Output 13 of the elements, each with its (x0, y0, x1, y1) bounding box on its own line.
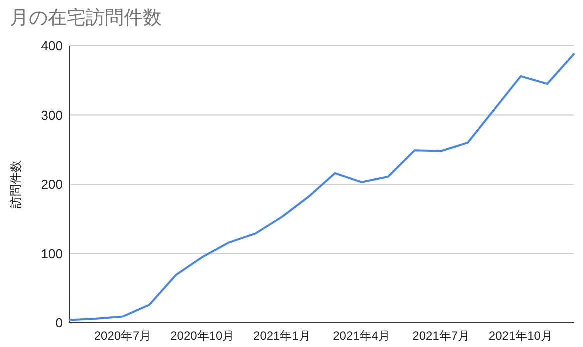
y-axis-title: 訪問件数 (9, 160, 23, 208)
y-tick-label: 200 (41, 177, 63, 192)
x-tick-label: 2021年10月 (488, 329, 553, 343)
y-tick-label: 400 (41, 38, 63, 54)
x-tick-label: 2021年7月 (412, 329, 470, 343)
y-tick-label: 0 (56, 316, 63, 330)
chart-title: 月の在宅訪問件数 (10, 7, 162, 29)
x-tick-label: 2021年1月 (254, 329, 311, 343)
x-tick-label: 2020年10月 (170, 329, 235, 343)
x-tick-label: 2020年7月 (94, 329, 152, 343)
y-tick-label: 100 (41, 246, 63, 262)
x-tick-label: 2021年4月 (333, 329, 390, 343)
y-tick-label: 300 (41, 108, 63, 123)
